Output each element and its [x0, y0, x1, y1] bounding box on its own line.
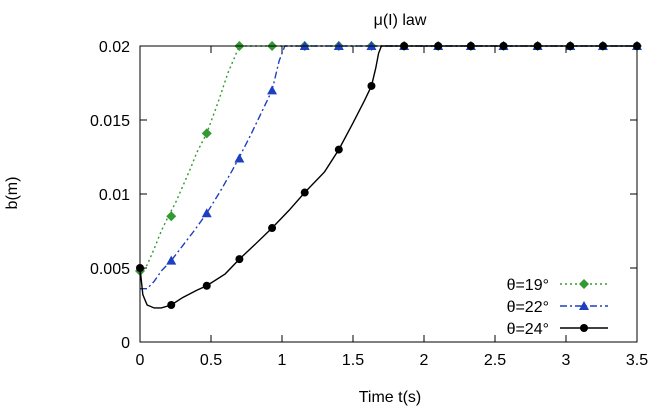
circle-marker: [235, 255, 244, 264]
diamond-marker: [166, 211, 177, 222]
x-tick-label: 0.5: [200, 352, 222, 369]
series-1: [135, 41, 642, 276]
circle-marker: [268, 224, 277, 233]
plot-area: [135, 41, 642, 309]
y-axis-label: b(m): [4, 177, 21, 210]
triangle-marker: [579, 301, 589, 310]
circle-marker: [202, 281, 211, 290]
y-tick-label: 0.02: [99, 39, 130, 56]
x-tick-label: 2: [420, 352, 429, 369]
series-line: [139, 45, 637, 275]
legend-label: θ=19°: [507, 277, 549, 294]
y-tick-label: 0.01: [99, 187, 130, 204]
legend: θ=19° θ=22° θ=24°: [507, 277, 608, 338]
axis-ticks: 0 0.5 1 1.5 2 2.5 3 3.5 0 0.005 0.01 0.015 0.02: [90, 39, 648, 369]
circle-marker: [580, 324, 588, 332]
x-tick-label: 1.5: [342, 352, 364, 369]
circle-marker: [300, 188, 309, 197]
series-line: [139, 45, 637, 309]
triangle-marker: [201, 208, 212, 218]
x-tick-label: 0: [136, 352, 145, 369]
circle-marker: [334, 145, 343, 154]
triangle-marker: [267, 85, 278, 95]
circle-marker: [367, 81, 376, 90]
series-3: [136, 42, 641, 309]
series-line: [140, 45, 637, 290]
x-tick-label: 1: [278, 352, 287, 369]
diamond-marker: [579, 279, 589, 289]
y-tick-label: 0.005: [90, 261, 130, 278]
x-tick-label: 3: [562, 352, 571, 369]
diamond-marker: [201, 128, 212, 139]
y-tick-label: 0.015: [90, 113, 130, 130]
plot-frame: [139, 45, 638, 343]
triangle-marker: [166, 255, 177, 265]
legend-label: θ=22°: [507, 299, 549, 316]
circle-marker: [167, 301, 176, 309]
x-axis-label: Time t(s): [359, 389, 422, 406]
triangle-marker: [234, 153, 245, 163]
x-tick-label: 2.5: [484, 352, 506, 369]
legend-label: θ=24°: [507, 321, 549, 338]
chart-title: μ(I) law: [374, 12, 427, 29]
x-tick-label: 3.5: [626, 352, 648, 369]
series-2: [140, 41, 642, 290]
y-tick-label: 0: [121, 335, 130, 352]
